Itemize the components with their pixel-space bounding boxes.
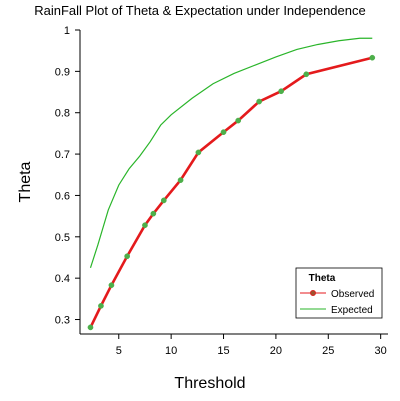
y-tick-label: 0.6 [55,190,70,202]
y-tick-label: 0.7 [55,149,70,161]
plot-area [79,30,388,335]
observed-point [160,197,167,204]
x-tick-label: 5 [116,345,122,357]
observed-point [235,117,242,124]
legend-expected-label: Expected [331,305,373,316]
x-axis-label: Threshold [174,375,245,392]
legend-observed-marker [309,289,316,296]
observed-point [278,88,284,95]
observed-point [177,177,184,183]
observed-point [87,324,94,331]
legend: Theta Observed Expected [295,267,383,319]
x-axis-ticks: 5 10 15 20 25 30 [116,334,387,357]
observed-point [195,149,202,156]
legend-observed-label: Observed [331,289,374,300]
y-axis-ticks: 0.3 0.4 0.5 0.6 0.7 0.8 0.9 1 [55,25,80,327]
y-tick-label: 0.3 [55,315,70,327]
observed-point [303,71,310,78]
x-tick-label: 15 [217,345,229,357]
chart-title: RainFall Plot of Theta & Expectation und… [34,3,365,18]
x-tick-label: 30 [375,345,387,357]
x-tick-label: 20 [270,345,282,357]
observed-point [369,54,376,61]
y-tick-label: 0.4 [55,273,70,285]
y-axis-label: Theta [17,161,34,202]
expected-series-line [89,37,373,269]
observed-point [108,282,115,289]
y-tick-label: 0.8 [55,108,70,120]
y-tick-label: 1 [64,25,70,37]
observed-point [124,253,130,260]
observed-point [142,222,148,229]
y-tick-label: 0.5 [55,232,70,244]
x-tick-label: 25 [322,345,334,357]
x-tick-label: 10 [165,345,177,357]
legend-title: Theta [309,273,336,284]
observed-point [150,210,157,217]
observed-point [256,98,262,105]
series-layer [87,37,376,331]
y-tick-label: 0.9 [55,66,70,78]
observed-point [220,129,227,136]
observed-point [98,303,104,309]
